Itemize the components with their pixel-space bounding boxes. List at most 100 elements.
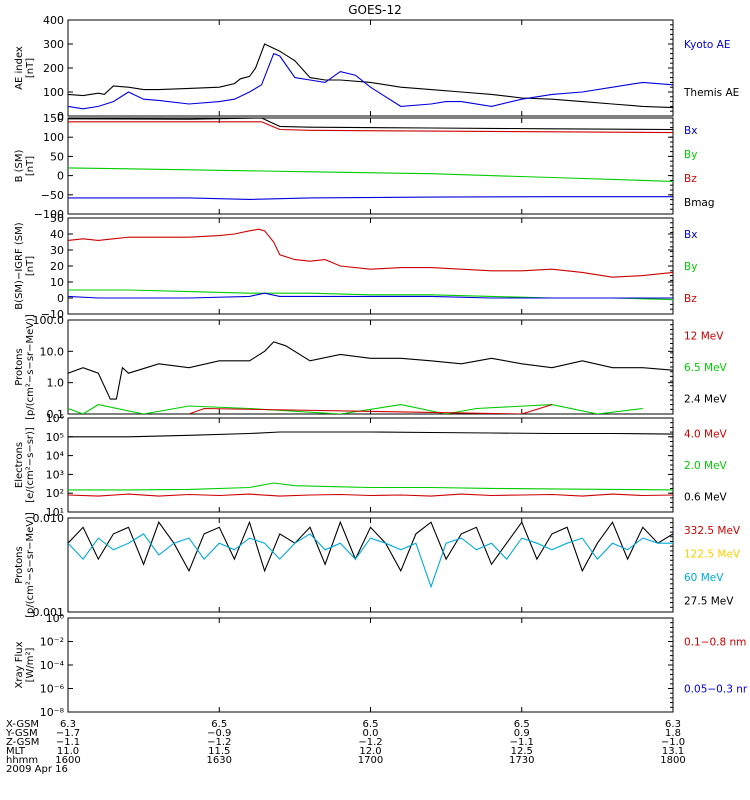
y-tick-label: 10⁻⁴	[40, 659, 65, 672]
y-axis-label: AE index[nT]	[14, 46, 36, 90]
y-tick-label: 150	[43, 112, 64, 125]
y-tick-label: 0.001	[33, 606, 65, 619]
x-row-value: 1630	[207, 755, 232, 766]
legend-entry: 0.05−0.3 nr	[684, 684, 748, 696]
x-row-value: −1.0	[661, 737, 685, 748]
legend-entry: Bz	[684, 293, 697, 305]
y-tick-label: 10⁻²	[40, 636, 64, 649]
y-tick-label: 40	[50, 228, 64, 241]
y-tick-label: −10	[41, 308, 64, 321]
x-row-value: 1800	[660, 755, 685, 766]
panel-b: 150 100 50 0 −50 −100 B (SM)[nT] Bx By Bz Bmag	[14, 112, 715, 221]
y-tick-label: −100	[34, 208, 64, 221]
legend-entry: 6.5 MeV	[684, 362, 728, 374]
x-row-value: 0.9	[514, 728, 530, 739]
legend-entry: 12 MeV	[684, 331, 724, 343]
legend-entry: Kyoto AE	[684, 39, 730, 51]
panel-frame	[67, 617, 674, 713]
y-tick-label: 20	[50, 260, 64, 273]
x-row-value: 11.5	[208, 746, 230, 757]
y-tick-label: 0	[57, 110, 64, 123]
y-tick-label: 100.0	[33, 314, 65, 327]
legend-entry: By	[684, 261, 697, 273]
x-row-value: 6.5	[514, 719, 530, 730]
legend-entry: 2.0 MeV	[684, 460, 728, 472]
x-row-value: 11.0	[57, 746, 79, 757]
series-group	[68, 228, 673, 301]
x-row-value: 6.3	[60, 719, 76, 730]
y-tick-label: 200	[43, 62, 64, 75]
y-tick-label: 10	[50, 276, 64, 289]
x-row-value: 1700	[358, 755, 383, 766]
y-tick-label: 1.0	[47, 377, 65, 390]
panel-ae: 400 300 200 100 0 AE index[nT] Kyoto AE Themis …	[14, 14, 739, 123]
series-group	[68, 431, 673, 497]
y-tick-label: 0	[57, 292, 64, 305]
series-line-themis-ae	[68, 43, 673, 109]
legend-entry: Bx	[684, 125, 697, 137]
series-line-bmag	[68, 118, 673, 131]
legend-entry: Bmag	[684, 197, 715, 209]
legend-entry: 4.0 MeV	[684, 429, 728, 441]
y-tick-label: 0	[57, 170, 64, 183]
x-row-value: 12.5	[511, 746, 533, 757]
x-row-value: 6.3	[665, 719, 681, 730]
y-tick-label: 10⁴	[46, 450, 65, 463]
x-row-label: MLT	[6, 746, 26, 757]
x-row-label: Z-GSM	[6, 737, 39, 748]
legend-entry: 332.5 MeV	[684, 525, 741, 537]
series-line-0-6-mev	[68, 431, 673, 438]
x-row-value: −0.9	[207, 728, 231, 739]
y-tick-label: 10⁻⁸	[40, 706, 65, 719]
y-tick-label: −50	[41, 189, 64, 202]
series-line-6-5-mev	[68, 404, 643, 414]
y-tick-label: 100	[43, 86, 64, 99]
legend-entry: Themis AE	[683, 87, 739, 99]
date-label: 2009 Apr 16	[6, 764, 68, 775]
y-axis-label: B(SM)−IGRF (SM)[nT]	[14, 222, 36, 309]
x-row-value: 6.5	[211, 719, 227, 730]
series-line-2-4-mev	[68, 341, 673, 400]
y-axis-label: Electrons[e/(cm²−s−sr)]	[14, 427, 36, 503]
series-group	[68, 43, 673, 110]
y-tick-label: 100	[43, 131, 64, 144]
x-row-value: 13.1	[662, 746, 684, 757]
y-tick-label: 30	[50, 244, 64, 257]
x-row-value: −1.2	[207, 737, 231, 748]
series-group	[68, 520, 673, 589]
legend-entry: 122.5 MeV	[684, 548, 741, 560]
y-axis-label: Xray Flux[W/m²]	[14, 641, 36, 688]
legend-entry: 0.1−0.8 nm	[684, 637, 746, 649]
x-row-label: Y-GSM	[5, 728, 38, 739]
x-row-value: −1.7	[56, 728, 80, 739]
series-line-27-5-mev	[68, 520, 673, 573]
x-row-value: 1.8	[665, 728, 681, 739]
x-row-value: 1600	[55, 755, 80, 766]
series-line-bx	[68, 292, 673, 299]
series-line-by	[68, 167, 673, 182]
panel-frame	[67, 517, 674, 613]
y-tick-label: 300	[43, 38, 64, 51]
y-tick-label: 10⁵	[46, 431, 64, 444]
series-line-4-0-mev	[68, 493, 673, 497]
y-tick-label: 10⁻⁶	[40, 683, 65, 696]
y-axis-label: Protons[p/(cm²−s−sr−MeV)]	[14, 314, 36, 420]
panel-frame	[67, 217, 674, 315]
x-row-value: 6.5	[363, 719, 379, 730]
series-line-2-0-mev	[68, 482, 673, 491]
legend-entry: 60 MeV	[684, 572, 724, 584]
x-row-label: X-GSM	[6, 719, 39, 730]
series-line-bz	[68, 121, 673, 134]
y-axis-label: Protons[p/(cm²−s−sr−MeV)]	[14, 512, 36, 618]
y-tick-label: 400	[43, 14, 64, 27]
x-row-value: −1.1	[510, 737, 534, 748]
legend-entry: Bx	[684, 229, 697, 241]
x-row-value: 0.0	[363, 728, 379, 739]
x-row-label: hhmm	[6, 755, 38, 766]
x-axis-table: X-GSM 6.3 6.5 6.5 6.5 6.3 Y-GSM −1.7 −0.9 0.0 0.9 1…	[5, 719, 686, 775]
y-tick-label: 0.1	[47, 408, 65, 421]
legend-entry: 27.5 MeV	[684, 595, 734, 607]
